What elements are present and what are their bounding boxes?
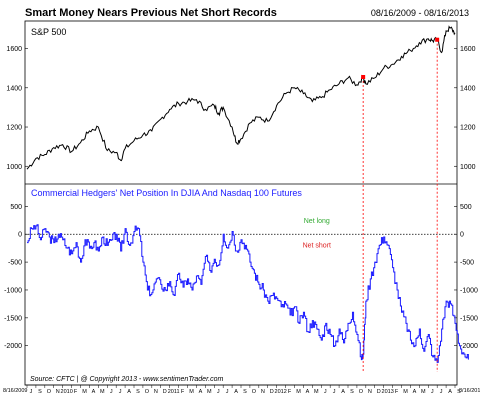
x-tick-label: M <box>314 389 319 395</box>
y-tick-label: 0 <box>18 232 22 239</box>
x-tick-label: M <box>189 389 194 395</box>
sp500-series-line <box>26 25 456 170</box>
y-tick-label: 1600 <box>6 46 22 53</box>
x-tick-label: S <box>457 389 461 395</box>
x-tick-label: N <box>368 389 372 395</box>
y-tick-label: -1000 <box>4 287 22 294</box>
y-tick-label: -2000 <box>4 343 22 350</box>
x-tick-label: M <box>100 389 105 395</box>
x-tick-label: A <box>448 389 452 395</box>
x-tick-label: J <box>217 389 220 395</box>
y-tick-label: 1200 <box>460 125 476 132</box>
x-tick-label: 2013 <box>382 389 394 395</box>
hedgers-y-axis-right: 500 0 -500 -1000 -1500 -2000 <box>454 204 478 350</box>
source-credit: Source: CFTC | @ Copyright 2013 - www.se… <box>30 376 223 383</box>
x-tick-label: N <box>261 389 265 395</box>
x-tick-label: A <box>199 389 203 395</box>
x-tick-label: F <box>74 389 78 395</box>
marker-vertical-lines <box>362 39 438 372</box>
x-tick-label: O <box>252 389 257 395</box>
x-tick-label: 2010 <box>61 389 73 395</box>
y-tick-label: -1000 <box>460 287 478 294</box>
sp500-y-axis-left: 1000 1200 1400 1600 <box>6 46 28 171</box>
x-tick-label: 2011 <box>168 389 180 395</box>
x-axis: J S O N 2010 F M A M J J A S O N D 2011 F M A M J J A S O N D 2012 F M… <box>3 384 480 395</box>
date-range: 08/16/2009 - 08/16/2013 <box>371 8 469 18</box>
y-tick-label: 1200 <box>6 125 22 132</box>
x-tick-label: D <box>163 389 167 395</box>
x-tick-label: A <box>92 389 96 395</box>
y-tick-label: 1600 <box>460 46 476 53</box>
hedgers-label: Commercial Hedgers' Net Position In DJIA… <box>31 188 302 198</box>
x-tick-label: J <box>119 389 122 395</box>
plot-frame <box>24 20 458 386</box>
x-tick-label: F <box>288 389 292 395</box>
x-tick-label: J <box>226 389 229 395</box>
hedgers-y-axis-left: 500 0 -500 -1000 -1500 -2000 <box>4 204 28 350</box>
y-tick-label: 1000 <box>6 164 22 171</box>
x-tick-label: 2012 <box>275 389 287 395</box>
x-tick-label: M <box>296 389 301 395</box>
x-tick-label: A <box>127 389 131 395</box>
y-tick-label: 500 <box>460 204 472 211</box>
y-tick-label: -1500 <box>460 315 478 322</box>
x-tick-label: J <box>431 389 434 395</box>
annotation-label: Net long <box>304 218 330 225</box>
x-tick-label: S <box>243 389 247 395</box>
x-tick-label: D <box>377 389 381 395</box>
x-tick-label: S <box>136 389 140 395</box>
x-tick-label: F <box>395 389 399 395</box>
x-tick-label: F <box>181 389 185 395</box>
x-tick-label: A <box>413 389 417 395</box>
x-tick-label: J <box>30 389 33 395</box>
y-tick-label: -2000 <box>460 343 478 350</box>
x-tick-label: A <box>234 389 238 395</box>
y-tick-label: 1000 <box>460 164 476 171</box>
y-tick-label: 1400 <box>460 85 476 92</box>
x-tick-label: S <box>38 389 42 395</box>
x-edge-label: 8/16/2013 <box>459 388 480 394</box>
hedgers-series-line <box>27 224 469 363</box>
x-tick-label: A <box>341 389 345 395</box>
y-tick-label: 0 <box>460 232 464 239</box>
x-tick-label: A <box>306 389 310 395</box>
sp500-label: S&P 500 <box>31 27 66 37</box>
x-tick-label: O <box>47 389 52 395</box>
x-tick-label: J <box>440 389 443 395</box>
x-tick-label: S <box>350 389 354 395</box>
y-tick-label: -500 <box>460 260 474 267</box>
x-tick-label: M <box>207 389 212 395</box>
x-tick-label: J <box>324 389 327 395</box>
sp500-y-axis-right: 1000 1200 1400 1600 <box>454 46 476 171</box>
x-tick-label: O <box>145 389 150 395</box>
x-tick-label: D <box>270 389 274 395</box>
x-tick-label: J <box>110 389 113 395</box>
x-tick-label: M <box>421 389 426 395</box>
x-tick-label: N <box>154 389 158 395</box>
x-edge-label: 8/16/2009 <box>3 388 27 394</box>
y-tick-label: 1400 <box>6 85 22 92</box>
y-tick-label: -500 <box>8 260 22 267</box>
x-tick-label: N <box>56 389 60 395</box>
hedgers-panel: Commercial Hedgers' Net Position In DJIA… <box>4 188 478 363</box>
annotation-label: Net short <box>303 242 331 249</box>
y-tick-label: 500 <box>10 204 22 211</box>
x-tick-label: M <box>82 389 87 395</box>
hedgers-annotations: Net long Net short <box>303 218 331 250</box>
y-tick-label: -1500 <box>4 315 22 322</box>
x-tick-label: J <box>333 389 336 395</box>
chart-title: Smart Money Nears Previous Net Short Rec… <box>25 7 277 19</box>
x-tick-label: O <box>359 389 364 395</box>
x-tick-label: M <box>403 389 408 395</box>
